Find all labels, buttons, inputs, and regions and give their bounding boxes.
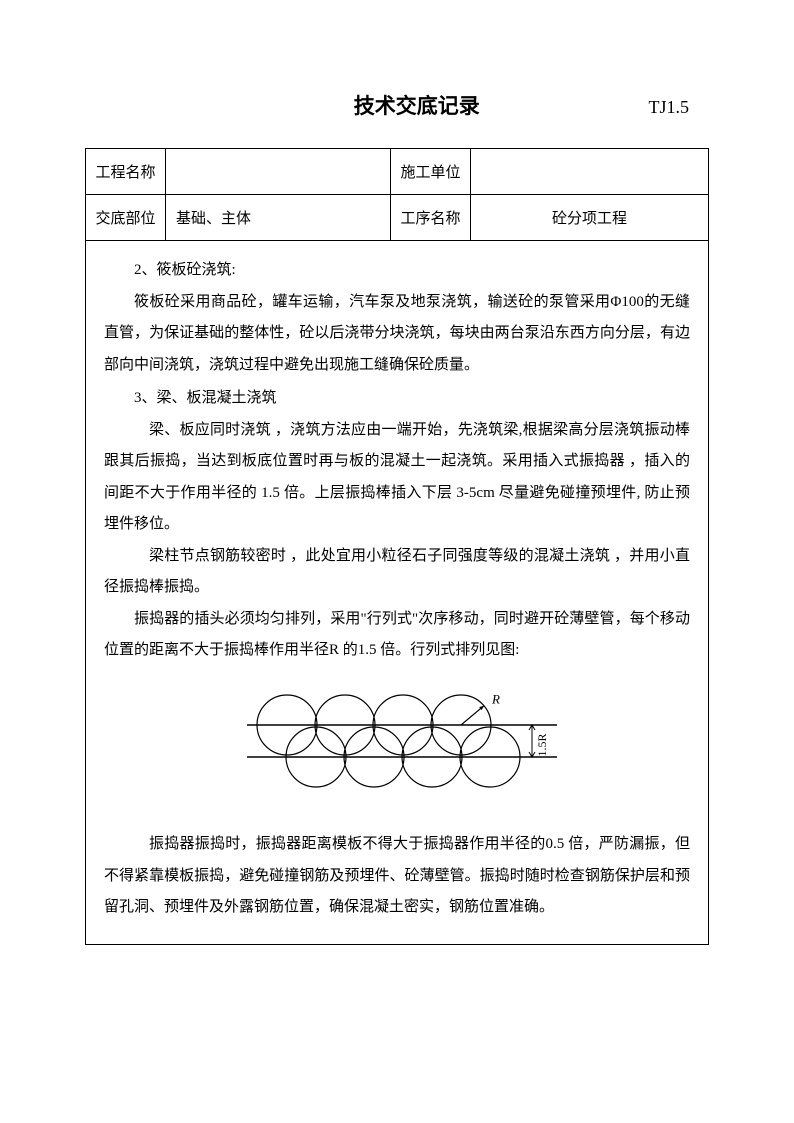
project-name-value <box>166 149 391 195</box>
project-name-label: 工程名称 <box>86 149 166 195</box>
content-row: 2、筱板砼浇筑: 筱板砼采用商品砼，罐车运输，汽车泵及地泵浇筑，输送砼的泵管采用… <box>86 241 709 945</box>
page-title: 技术交底记录 <box>85 90 649 120</box>
disclosure-part-label: 交底部位 <box>86 195 166 241</box>
section-heading-2: 2、筱板砼浇筑: <box>104 255 690 287</box>
paragraph: 筱板砼采用商品砼，罐车运输，汽车泵及地泵浇筑，输送砼的泵管采用Φ100的无缝直管… <box>104 287 690 382</box>
construction-unit-value <box>471 149 709 195</box>
construction-unit-label: 施工单位 <box>391 149 471 195</box>
diagram-svg: 1.5R R <box>227 675 567 805</box>
disclosure-part-value: 基础、主体 <box>166 195 391 241</box>
paragraph: 梁、板应同时浇筑 ，浇筑方法应由一端开始，先浇筑梁,根据梁高分层浇筑振动棒跟其后… <box>104 415 690 541</box>
table-row: 工程名称 施工单位 <box>86 149 709 195</box>
paragraph: 梁柱节点钢筋较密时 ，此处宜用小粒径石子同强度等级的混凝土浇筑 ，并用小直径振捣… <box>104 541 690 604</box>
content-cell: 2、筱板砼浇筑: 筱板砼采用商品砼，罐车运输，汽车泵及地泵浇筑，输送砼的泵管采用… <box>86 241 709 945</box>
table-row: 交底部位 基础、主体 工序名称 砼分项工程 <box>86 195 709 241</box>
svg-text:1.5R: 1.5R <box>535 733 549 756</box>
svg-text:R: R <box>491 691 500 706</box>
circle-diagram: 1.5R R <box>104 675 690 818</box>
paragraph: 振捣器的插头必须均匀排列，采用"行列式"次序移动，同时避开砼薄壁管，每个移动位置… <box>104 604 690 667</box>
info-table: 工程名称 施工单位 交底部位 基础、主体 工序名称 砼分项工程 2、筱板砼浇筑:… <box>85 148 709 945</box>
process-name-label: 工序名称 <box>391 195 471 241</box>
section-heading-3: 3、梁、板混凝土浇筑 <box>104 383 690 415</box>
doc-code: TJ1.5 <box>649 97 690 118</box>
process-name-value: 砼分项工程 <box>471 195 709 241</box>
paragraph: 振捣器振捣时，振捣器距离模板不得大于振捣器作用半径的0.5 倍，严防漏振，但不得… <box>104 829 690 924</box>
